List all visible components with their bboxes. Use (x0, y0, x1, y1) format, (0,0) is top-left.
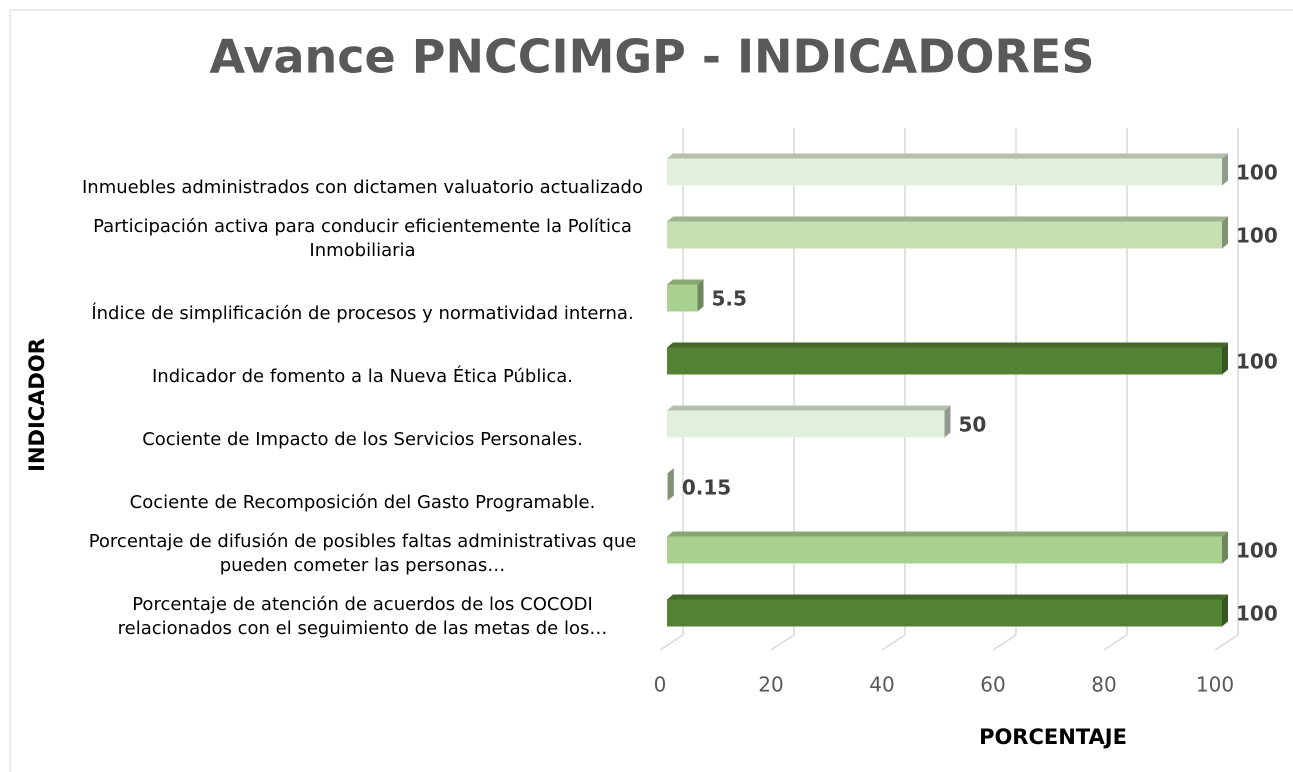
bar-front (667, 221, 1222, 249)
category-text: Inmuebles administrados con dictamen val… (82, 177, 643, 198)
bar-top (667, 342, 1228, 348)
bar-front (667, 599, 1222, 627)
bar-top (667, 405, 951, 411)
category-text: Participación activa para conducir efici… (93, 216, 632, 261)
value-label: 100 (1236, 350, 1278, 374)
y-tick-label: Inmuebles administrados con dictamen val… (80, 120, 645, 200)
category-text: Índice de simplificación de procesos y n… (91, 303, 634, 324)
value-label: 5.5 (712, 287, 747, 311)
y-tick-label: Cociente de Recomposición del Gasto Prog… (80, 435, 645, 515)
bar-front (667, 284, 698, 312)
x-tick-label: 80 (1091, 673, 1116, 697)
x-tick-label: 60 (980, 673, 1005, 697)
grid-floor-line (1214, 634, 1239, 651)
grid-floor-line (1103, 634, 1128, 651)
x-tick-label: 20 (758, 673, 783, 697)
bar-side (1222, 531, 1228, 564)
x-tick-label: 100 (1196, 673, 1234, 697)
y-tick-label: Participación activa para conducir efici… (80, 183, 645, 263)
value-label: 100 (1236, 224, 1278, 248)
bar-top (667, 594, 1228, 600)
y-tick-label: Cociente de Impacto de los Servicios Per… (80, 372, 645, 452)
bar-front (667, 536, 1222, 564)
y-axis-title: INDICADOR (25, 338, 49, 472)
y-tick-label: Indicador de fomento a la Nueva Ética Pú… (80, 309, 645, 389)
bar-side (1222, 216, 1228, 249)
bar-front (667, 410, 945, 438)
y-tick-label: Índice de simplificación de procesos y n… (80, 246, 645, 326)
bar-top (667, 216, 1228, 222)
value-label: 50 (959, 413, 987, 437)
bar-side (1222, 153, 1228, 186)
bar-top (667, 468, 674, 474)
value-label: 100 (1236, 539, 1278, 563)
category-text: Porcentaje de difusión de posibles falta… (88, 531, 637, 576)
bar-side (1222, 594, 1228, 627)
bar-side (667, 468, 674, 501)
x-axis-title: PORCENTAJE (979, 725, 1127, 749)
bar-front (667, 158, 1222, 186)
bar-top (667, 279, 704, 285)
category-text: Porcentaje de atención de acuerdos de lo… (117, 594, 608, 639)
grid-floor-line (881, 634, 906, 651)
category-text: Cociente de Recomposición del Gasto Prog… (129, 492, 596, 513)
grid-floor-line (659, 634, 684, 651)
value-label: 0.15 (682, 476, 731, 500)
category-text: Indicador de fomento a la Nueva Ética Pú… (152, 366, 573, 387)
bar-side (944, 405, 951, 438)
value-label: 100 (1236, 602, 1278, 626)
chart-border (9, 9, 1293, 772)
category-text: Cociente de Impacto de los Servicios Per… (142, 429, 583, 450)
value-label: 100 (1236, 161, 1278, 185)
chart-title: Avance PNCCIMGP - INDICADORES (210, 30, 1095, 84)
bar-side (697, 279, 704, 312)
bar-front (667, 473, 668, 501)
x-tick-label: 40 (869, 673, 894, 697)
bar-side (1222, 342, 1228, 375)
x-tick-label: 0 (654, 673, 667, 697)
bar-top (667, 153, 1228, 159)
grid-floor-line (770, 634, 795, 651)
bar-front (667, 347, 1222, 375)
grid-floor-line (992, 634, 1017, 651)
bar-top (667, 531, 1228, 537)
y-tick-label: Porcentaje de atención de acuerdos de lo… (80, 561, 645, 641)
y-tick-label: Porcentaje de difusión de posibles falta… (80, 498, 645, 578)
